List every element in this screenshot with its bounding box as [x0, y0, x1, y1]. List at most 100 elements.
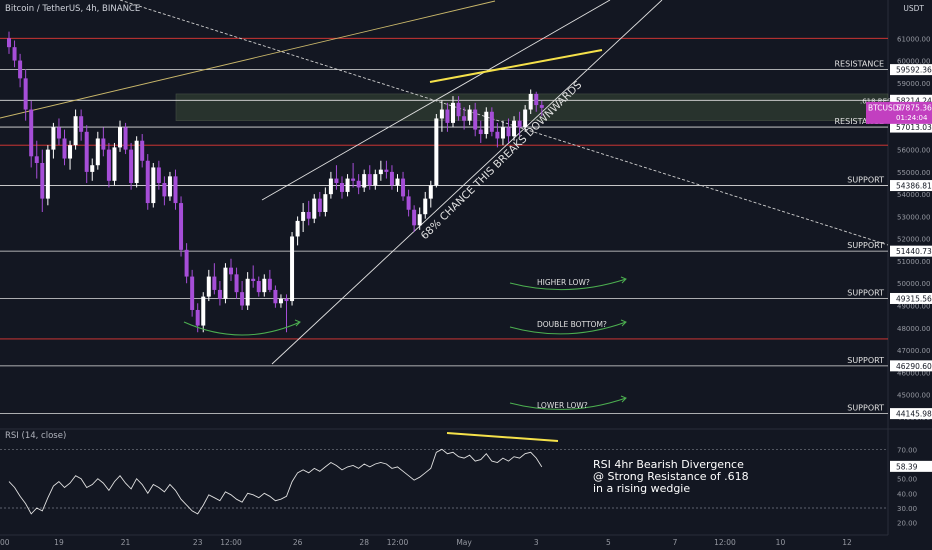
level-label-5: SUPPORT — [847, 176, 884, 185]
higher-low-label: HIGHER LOW? — [537, 278, 590, 287]
candle-body — [112, 147, 117, 181]
bar-countdown: 01:24:04 — [896, 114, 928, 122]
time-tick-label: 28 — [359, 538, 369, 547]
time-tick-label: :00 — [0, 538, 10, 547]
candle-body — [373, 174, 378, 186]
level-axis-box-7 — [890, 292, 932, 304]
candle-body — [201, 296, 206, 326]
candle-body — [256, 281, 261, 293]
level-label-1: RESISTANCE — [835, 60, 885, 69]
candle-body — [34, 156, 39, 163]
descending-trendline — [119, 0, 889, 246]
candle-body — [351, 178, 356, 181]
candle-body — [345, 178, 350, 192]
candle-body — [512, 120, 517, 137]
candle-body — [395, 178, 400, 186]
candle-body — [251, 278, 256, 282]
rsi-current-box — [890, 460, 932, 472]
price-tick-label: 52000.00 — [897, 236, 930, 244]
rsi-tick-label: 30.00 — [897, 505, 917, 513]
current-price-box — [866, 101, 932, 124]
price-divergence-line — [429, 49, 603, 83]
rsi-note-line-2: in a rising wedgie — [593, 482, 690, 495]
candle-body — [156, 167, 161, 184]
time-tick-label: 3 — [534, 538, 539, 547]
candle-body — [206, 276, 211, 297]
candle-body — [478, 129, 483, 135]
wedge-upper-line — [261, 0, 611, 201]
price-tick-label: 45000.00 — [897, 392, 930, 400]
candle-body — [284, 298, 289, 302]
level-axis-box-9 — [890, 360, 932, 372]
level-axis-label-6: 51440.73 — [896, 247, 932, 256]
candle-body — [328, 178, 333, 195]
current-price: 57875.36 — [896, 103, 932, 112]
candle-body — [467, 109, 472, 121]
candle-body — [62, 138, 67, 159]
candle-body — [534, 93, 539, 106]
level-axis-box-10 — [890, 408, 932, 420]
price-tick-label: 46000.00 — [897, 369, 930, 377]
candle-body — [517, 120, 522, 128]
level-label-7: SUPPORT — [847, 288, 884, 297]
time-tick-label: 12:00 — [387, 538, 409, 547]
candle-body — [340, 183, 344, 192]
price-tick-label: 48000.00 — [897, 325, 930, 333]
candle-body — [212, 276, 217, 290]
curve-arrow-head-0 — [294, 319, 301, 327]
candle-body — [217, 289, 222, 299]
candle-body — [151, 167, 156, 204]
time-tick-label: May — [456, 538, 472, 547]
candle-body — [51, 127, 56, 150]
candle-body — [134, 140, 139, 184]
price-tick-label: 61000.00 — [897, 35, 930, 43]
candle-body — [278, 298, 283, 304]
time-tick-label: 7 — [673, 538, 678, 547]
candle-body — [234, 274, 239, 293]
candle-body — [417, 214, 422, 226]
candle-body — [45, 149, 50, 199]
candle-body — [101, 138, 106, 150]
level-label-3: RESISTANCE — [835, 117, 885, 126]
candle-body — [500, 127, 505, 139]
price-tick-label: 53000.00 — [897, 213, 930, 221]
time-tick-label: 26 — [293, 538, 303, 547]
candle-body — [140, 140, 145, 161]
candle-body — [301, 211, 306, 221]
time-tick-label: 10 — [776, 538, 786, 547]
candle-body — [317, 198, 322, 212]
candle-body — [12, 47, 17, 61]
candle-body — [190, 276, 195, 310]
level-label-9: SUPPORT — [847, 356, 884, 365]
rsi-divergence-line — [446, 432, 559, 442]
level-axis-label-1: 59592.36 — [896, 66, 932, 75]
level-label-10: SUPPORT — [847, 404, 884, 413]
candle-body — [528, 93, 533, 110]
rsi-tick-label: 50.00 — [897, 476, 917, 484]
candle-body — [240, 292, 245, 306]
candle-body — [334, 178, 339, 184]
candle-body — [306, 211, 311, 219]
time-tick-label: 12:00 — [220, 538, 242, 547]
rsi-tick-label: 20.00 — [897, 520, 917, 528]
candle-body — [173, 176, 178, 204]
candle-body — [73, 116, 78, 146]
currency-label: USDT — [903, 4, 924, 13]
candle-body — [389, 171, 394, 186]
candle-body — [434, 118, 439, 186]
rsi-tick-label: 70.00 — [897, 446, 917, 454]
candle-body — [29, 109, 34, 157]
candle-body — [267, 278, 272, 290]
candle-body — [118, 127, 122, 148]
candle-body — [362, 174, 367, 188]
candle-body — [40, 162, 45, 199]
candle-body — [523, 109, 528, 128]
time-tick-label: 23 — [193, 538, 203, 547]
curve-arrow-head-3 — [620, 395, 627, 403]
candle-body — [384, 169, 389, 172]
candle-body — [68, 145, 73, 159]
candle-body — [179, 203, 184, 250]
current-symbol: BTCUSDT — [868, 103, 904, 112]
candle-body — [162, 183, 167, 197]
